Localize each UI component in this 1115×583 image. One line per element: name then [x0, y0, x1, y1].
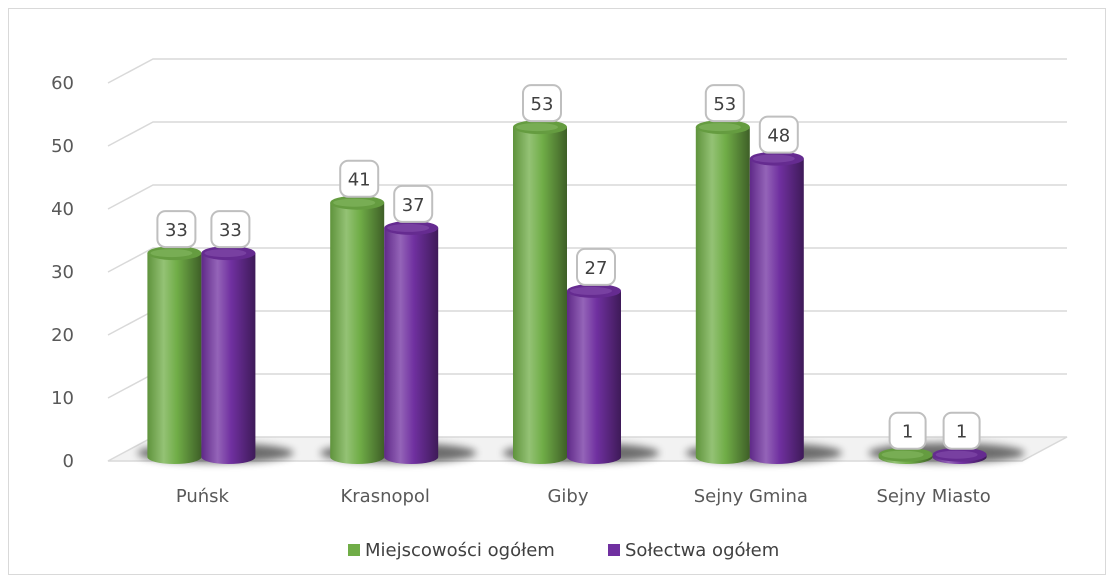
svg-text:48: 48	[767, 126, 790, 147]
y-tick-label: 40	[51, 199, 74, 220]
bar	[147, 246, 202, 465]
legend-swatch	[608, 544, 620, 556]
y-tick-label: 20	[51, 325, 74, 346]
bars	[137, 120, 1025, 465]
bar	[384, 220, 439, 464]
data-label: 37	[393, 184, 434, 223]
y-tick-label: 30	[51, 262, 74, 283]
legend-item: Sołectwa ogółem	[608, 540, 779, 561]
svg-text:27: 27	[585, 258, 608, 279]
legend-item: Miejscowości ogółem	[348, 540, 555, 561]
svg-text:1: 1	[902, 422, 913, 443]
bar	[749, 151, 804, 465]
legend-label: Sołectwa ogółem	[625, 540, 779, 561]
svg-text:33: 33	[219, 220, 242, 241]
svg-text:33: 33	[165, 220, 188, 241]
bar	[932, 447, 987, 465]
data-label: 48	[758, 115, 799, 154]
data-label: 53	[704, 84, 745, 123]
y-tick-label: 0	[63, 451, 74, 472]
x-axis: Puńsk Krasnopol Giby Sejny Gmina Sejny Miast…	[176, 486, 991, 507]
y-axis: 0 10 20 30 40 50 60	[51, 73, 74, 472]
data-label: 33	[156, 210, 197, 249]
data-label: 33	[210, 210, 251, 249]
legend-label: Miejscowości ogółem	[365, 540, 555, 561]
y-tick-label: 50	[51, 136, 74, 157]
data-label: 27	[576, 247, 616, 286]
bar	[330, 195, 385, 465]
x-tick-label: Sejny Miasto	[876, 486, 990, 507]
x-tick-label: Sejny Gmina	[694, 486, 808, 507]
bar	[201, 246, 256, 465]
data-label: 53	[522, 84, 562, 123]
y-tick-label: 60	[51, 73, 74, 94]
x-tick-label: Puńsk	[176, 486, 230, 507]
svg-text:1: 1	[956, 422, 967, 443]
legend-swatch	[348, 544, 360, 556]
bar	[513, 120, 567, 464]
gridline	[107, 184, 1067, 210]
x-tick-label: Giby	[547, 486, 588, 507]
svg-text:53: 53	[531, 94, 554, 115]
x-tick-label: Krasnopol	[340, 486, 429, 507]
gridline	[107, 58, 1067, 84]
gridline	[107, 121, 1067, 147]
data-label: 1	[888, 411, 927, 450]
svg-text:37: 37	[402, 195, 425, 216]
svg-text:53: 53	[713, 94, 736, 115]
bar	[878, 447, 933, 465]
svg-text:41: 41	[348, 170, 371, 191]
data-labels: 33 33 41 37 53 27 53 48 1 1	[156, 84, 981, 450]
y-tick-label: 10	[51, 388, 74, 409]
data-label: 41	[339, 159, 380, 198]
legend: Miejscowości ogółem Sołectwa ogółem	[348, 540, 779, 561]
bar	[567, 283, 621, 464]
bar	[695, 120, 750, 465]
data-label: 1	[942, 411, 981, 450]
